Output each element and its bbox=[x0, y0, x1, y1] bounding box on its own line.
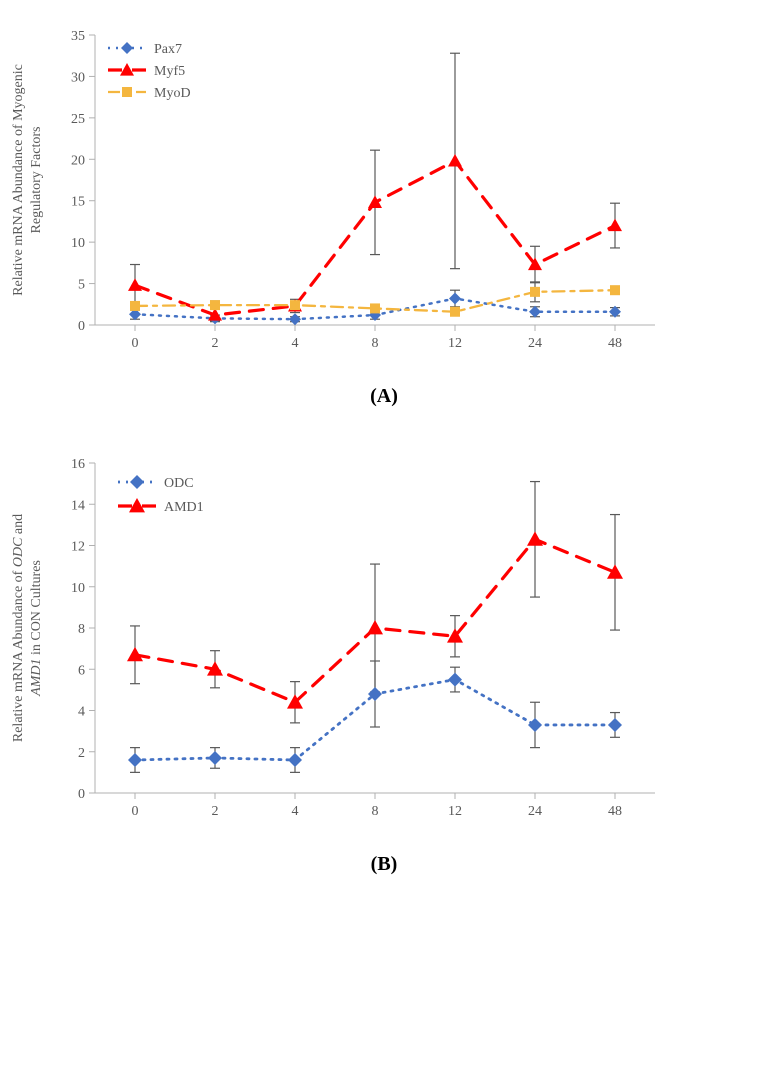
svg-text:30: 30 bbox=[71, 70, 85, 85]
svg-text:AMD1 in CON Cultures: AMD1 in CON Cultures bbox=[29, 560, 44, 697]
svg-text:Relative mRNA Abundance of ODC: Relative mRNA Abundance of ODC and bbox=[11, 514, 26, 742]
svg-text:10: 10 bbox=[71, 236, 85, 251]
svg-text:0: 0 bbox=[78, 319, 85, 334]
svg-text:10: 10 bbox=[71, 581, 85, 596]
svg-text:8: 8 bbox=[78, 622, 85, 637]
svg-text:14: 14 bbox=[71, 498, 85, 513]
chart-panel-b: 02468101214160248122448ODCAMD1Relative m… bbox=[0, 448, 768, 828]
svg-text:5: 5 bbox=[78, 278, 85, 293]
svg-text:25: 25 bbox=[71, 112, 85, 127]
svg-text:20: 20 bbox=[71, 153, 85, 168]
svg-text:15: 15 bbox=[71, 195, 85, 210]
svg-text:4: 4 bbox=[78, 705, 85, 720]
svg-text:8: 8 bbox=[372, 336, 379, 351]
svg-text:12: 12 bbox=[448, 336, 462, 351]
svg-text:Relative mRNA Abundance of Myo: Relative mRNA Abundance of Myogenic bbox=[11, 64, 26, 296]
svg-text:8: 8 bbox=[372, 804, 379, 819]
svg-text:Regulatory Factors: Regulatory Factors bbox=[29, 127, 44, 234]
svg-text:12: 12 bbox=[71, 540, 85, 555]
svg-text:0: 0 bbox=[132, 336, 139, 351]
svg-text:24: 24 bbox=[528, 336, 542, 351]
svg-text:0: 0 bbox=[78, 787, 85, 802]
svg-text:35: 35 bbox=[71, 29, 85, 44]
svg-text:Myf5: Myf5 bbox=[154, 64, 185, 79]
svg-text:4: 4 bbox=[292, 336, 299, 351]
svg-text:ODC: ODC bbox=[164, 476, 194, 491]
panel-b-label: (B) bbox=[0, 853, 768, 876]
svg-text:2: 2 bbox=[78, 746, 85, 761]
svg-text:16: 16 bbox=[71, 457, 85, 472]
svg-text:12: 12 bbox=[448, 804, 462, 819]
svg-text:AMD1: AMD1 bbox=[164, 500, 204, 515]
svg-text:48: 48 bbox=[608, 804, 622, 819]
chart-b-svg: 02468101214160248122448ODCAMD1Relative m… bbox=[0, 448, 680, 828]
svg-text:6: 6 bbox=[78, 663, 85, 678]
svg-text:4: 4 bbox=[292, 804, 299, 819]
svg-text:24: 24 bbox=[528, 804, 542, 819]
svg-text:2: 2 bbox=[212, 804, 219, 819]
svg-text:Pax7: Pax7 bbox=[154, 42, 182, 57]
svg-text:MyoD: MyoD bbox=[154, 86, 191, 101]
chart-a-svg: 051015202530350248122448Pax7Myf5MyoDRela… bbox=[0, 20, 680, 360]
svg-text:0: 0 bbox=[132, 804, 139, 819]
svg-text:2: 2 bbox=[212, 336, 219, 351]
chart-panel-a: 051015202530350248122448Pax7Myf5MyoDRela… bbox=[0, 20, 768, 360]
svg-text:48: 48 bbox=[608, 336, 622, 351]
panel-a-label: (A) bbox=[0, 385, 768, 408]
